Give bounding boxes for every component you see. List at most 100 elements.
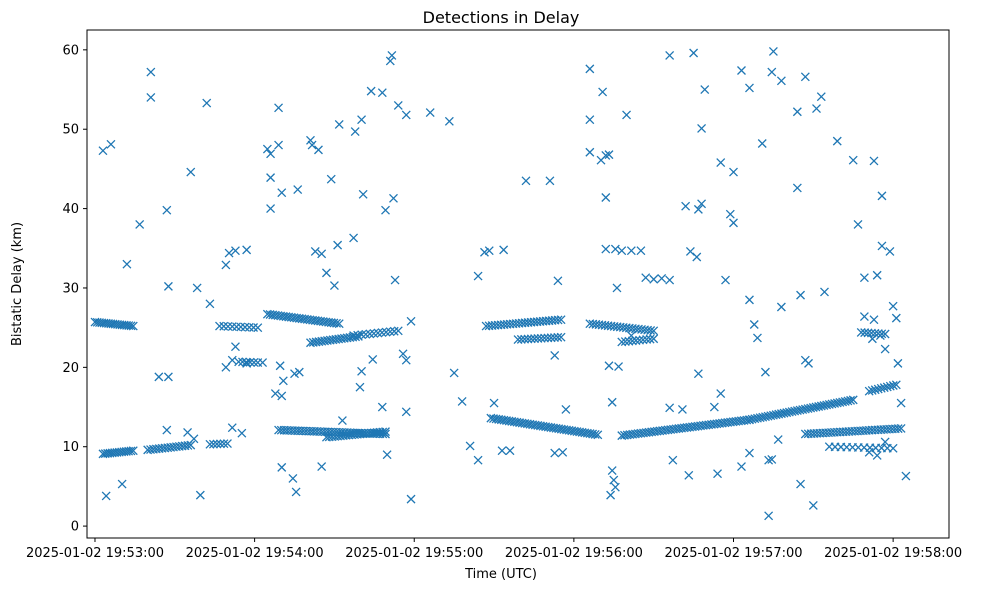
track-point-marker xyxy=(776,409,786,419)
track-point-marker xyxy=(212,439,222,449)
scatter-point-marker xyxy=(497,446,507,456)
scatter-point-marker xyxy=(162,425,172,435)
scatter-point-marker xyxy=(293,185,303,195)
scatter-point-marker xyxy=(489,398,499,408)
track-point-marker xyxy=(126,321,136,331)
track-point-marker xyxy=(219,439,229,449)
track-point-marker xyxy=(787,407,797,417)
track-point-marker xyxy=(877,329,887,339)
track-point-marker xyxy=(784,407,794,417)
scatter-point-marker xyxy=(614,362,624,372)
scatter-point-marker xyxy=(896,398,906,408)
scatter-point-marker xyxy=(385,56,395,66)
track-point-marker xyxy=(863,328,873,338)
scatter-point-marker xyxy=(636,246,646,256)
scatter-point-marker xyxy=(358,189,368,199)
scatter-point-marker xyxy=(869,315,879,325)
track-point-marker xyxy=(553,315,563,325)
track-point-marker xyxy=(249,323,259,332)
scatter-point-marker xyxy=(877,241,887,251)
scatter-point-marker xyxy=(368,354,378,364)
scatter-point-marker xyxy=(716,389,726,398)
scatter-point-marker xyxy=(713,469,722,479)
scatter-point-marker xyxy=(598,87,608,97)
track-point-marker xyxy=(523,334,533,344)
x-axis-label: Time (UTC) xyxy=(464,567,537,582)
scatter-point-marker xyxy=(626,246,636,256)
track-point-marker xyxy=(635,335,644,345)
track-point-marker xyxy=(617,337,627,347)
scatter-point-marker xyxy=(585,147,595,157)
track-point-marker xyxy=(867,328,876,338)
track-point-marker xyxy=(215,439,225,449)
scatter-point-marker xyxy=(205,299,215,309)
y-tick-label: 30 xyxy=(62,281,79,296)
scatter-point-marker xyxy=(366,86,376,96)
scatter-point-marker xyxy=(377,88,387,98)
scatter-point-marker xyxy=(355,382,365,392)
scatter-point-marker xyxy=(888,301,898,311)
scatter-point-marker xyxy=(612,283,622,293)
track-point-marker xyxy=(546,333,556,343)
scatter-point-marker xyxy=(891,313,901,323)
scatter-point-marker xyxy=(745,83,754,93)
scatter-point-marker xyxy=(505,446,515,456)
track-point-marker xyxy=(520,334,530,344)
track-point-marker xyxy=(128,446,138,456)
scatter-point-marker xyxy=(521,176,531,186)
track-point-marker xyxy=(227,322,237,332)
scatter-point-marker xyxy=(473,271,483,281)
track-point-marker xyxy=(631,336,641,345)
scatter-point-marker xyxy=(607,466,617,475)
scatter-point-marker xyxy=(277,391,287,401)
scatter-point-marker xyxy=(390,275,400,285)
track-point-marker xyxy=(888,443,898,453)
scatter-point-marker xyxy=(859,273,869,283)
track-point-marker xyxy=(183,440,193,450)
track-point-marker xyxy=(590,429,600,439)
scatter-point-marker xyxy=(604,361,614,371)
scatter-point-marker xyxy=(401,110,411,120)
scatter-point-marker xyxy=(117,479,127,489)
scatter-point-marker xyxy=(398,349,408,359)
scatter-point-marker xyxy=(684,470,694,480)
scatter-point-marker xyxy=(816,92,826,102)
track-point-marker xyxy=(232,322,241,332)
scatter-point-marker xyxy=(767,454,777,464)
track-point-marker xyxy=(533,334,543,343)
scatter-point-marker xyxy=(677,404,687,414)
y-axis-label: Bistatic Delay (km) xyxy=(10,222,25,346)
track-point-marker xyxy=(223,439,232,449)
track-point-marker xyxy=(843,396,853,406)
track-point-marker xyxy=(798,405,808,415)
scatter-point-marker xyxy=(202,98,212,108)
scatter-point-marker xyxy=(333,240,343,250)
track-point-marker xyxy=(856,327,866,337)
scatter-point-marker xyxy=(880,437,890,447)
scatter-point-marker xyxy=(716,158,726,168)
scatter-point-marker xyxy=(796,479,806,489)
track-point-marker xyxy=(763,411,773,421)
track-point-marker xyxy=(638,335,648,345)
scatter-point-marker xyxy=(163,372,173,382)
scatter-point-marker xyxy=(230,342,240,352)
scatter-point-marker xyxy=(737,66,746,75)
scatter-point-marker xyxy=(262,144,272,154)
track-point-marker xyxy=(540,333,549,343)
scatter-point-marker xyxy=(146,93,156,102)
track-point-marker xyxy=(550,333,559,343)
scatter-point-marker xyxy=(377,402,387,412)
track-point-marker xyxy=(747,414,757,424)
track-point-marker xyxy=(891,380,901,390)
scatter-point-marker xyxy=(163,281,173,291)
scatter-point-marker xyxy=(98,146,108,156)
scatter-point-marker xyxy=(872,450,882,460)
scatter-point-marker xyxy=(288,474,298,483)
track-point-marker xyxy=(792,406,802,416)
scatter-point-marker xyxy=(693,204,703,214)
track-point-marker xyxy=(827,399,837,409)
scatter-point-marker xyxy=(617,246,627,256)
scatter-point-marker xyxy=(689,48,699,58)
scatter-point-marker xyxy=(749,320,759,329)
track-point-marker xyxy=(556,332,566,342)
